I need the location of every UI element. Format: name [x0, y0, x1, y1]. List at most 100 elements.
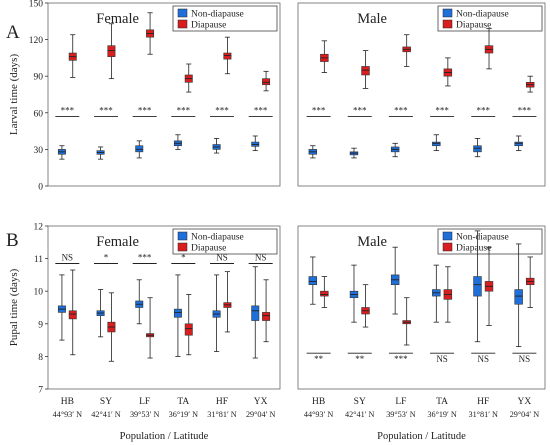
x-latitude-label: 42°41′ N	[345, 410, 374, 419]
legend-box	[172, 5, 278, 32]
legend-label: Non-diapause	[191, 10, 244, 20]
x-category-label: SY	[354, 397, 366, 407]
box-non-diapause	[173, 134, 182, 150]
y-tick-label: 8	[38, 353, 43, 363]
box-iqr	[473, 145, 482, 153]
subplot-title: Male	[357, 11, 387, 27]
box-non-diapause	[514, 135, 523, 152]
x-category-label: HF	[216, 397, 228, 407]
box-non-diapause	[212, 274, 221, 352]
y-tick-label: 7	[38, 386, 43, 396]
box-diapause	[184, 294, 193, 356]
significance-label: ***	[138, 105, 152, 115]
box-non-diapause	[96, 289, 105, 338]
significance-label: NS	[216, 252, 228, 262]
panel-1: 0 30 60 90 120 150 Larval time (days) A Female No…	[6, 0, 281, 193]
significance-label: ***	[61, 105, 75, 115]
box-diapause	[484, 246, 494, 326]
y-tick-label: 9	[38, 320, 43, 330]
box-iqr	[308, 276, 318, 285]
legend-label: Non-diapause	[456, 233, 509, 243]
box-iqr	[320, 290, 329, 297]
significance-label: ***	[138, 252, 152, 262]
box-iqr	[173, 308, 182, 318]
x-latitude-label: 36°19′ N	[427, 410, 456, 419]
box-non-diapause	[514, 243, 523, 348]
significance-label: ***	[312, 105, 326, 115]
subplot-title: Male	[357, 234, 387, 250]
significance-label: ***	[477, 105, 491, 115]
box-diapause	[525, 256, 535, 308]
box-diapause	[320, 276, 329, 308]
box-iqr	[262, 78, 271, 86]
subplot-title: Female	[96, 11, 139, 27]
legend-label: Diapause	[191, 21, 226, 31]
y-tick-label: 30	[34, 146, 44, 156]
box-non-diapause	[212, 138, 221, 154]
x-latitude-label: 36°19′ N	[169, 410, 198, 419]
box-non-diapause	[251, 135, 260, 152]
legend-swatch	[177, 242, 188, 252]
y-tick-label: 12	[34, 223, 44, 233]
box-diapause	[262, 279, 271, 343]
box-non-diapause	[57, 274, 66, 341]
x-latitude-label: 42°41′ N	[91, 410, 120, 419]
significance-label: ***	[394, 105, 408, 115]
x-category-label: HB	[312, 397, 325, 407]
box-iqr	[473, 276, 482, 297]
box-diapause	[402, 34, 411, 67]
x-category-label: LF	[139, 397, 150, 407]
box-non-diapause	[135, 279, 144, 325]
box-diapause	[320, 40, 329, 73]
legend-box	[437, 228, 543, 255]
box-diapause	[107, 23, 116, 80]
legend-swatch	[442, 231, 453, 241]
significance-label: ***	[518, 105, 532, 115]
box-non-diapause	[308, 256, 318, 305]
x-category-label: TA	[177, 397, 189, 407]
box-diapause	[361, 284, 370, 328]
box-diapause	[402, 297, 411, 346]
x-category-label: YX	[518, 397, 532, 407]
box-diapause	[184, 63, 193, 93]
x-latitude-label: 29°04′ N	[510, 410, 539, 419]
box-diapause	[146, 12, 155, 55]
x-category-label: TA	[436, 397, 448, 407]
box-non-diapause	[251, 266, 260, 359]
box-non-diapause	[473, 138, 482, 158]
box-non-diapause	[473, 230, 482, 343]
y-tick-label: 0	[38, 183, 43, 193]
x-axis-label: Population / Latitude	[120, 431, 209, 442]
box-iqr	[361, 66, 370, 76]
box-iqr	[251, 305, 260, 321]
box-non-diapause	[432, 134, 441, 152]
significance-label: ***	[99, 105, 113, 115]
x-latitude-label: 39°53′ N	[130, 410, 159, 419]
significance-label: ***	[353, 105, 367, 115]
box-iqr	[432, 141, 441, 147]
box-diapause	[443, 57, 453, 87]
box-diapause	[68, 269, 77, 356]
legend-swatch	[177, 19, 188, 29]
box-iqr	[514, 289, 523, 305]
significance-label: NS	[436, 354, 448, 364]
legend-box	[172, 228, 278, 255]
box-non-diapause	[173, 274, 182, 357]
legend-swatch	[442, 8, 453, 18]
plot-frame	[47, 225, 281, 390]
legend-swatch	[442, 19, 453, 29]
significance-label: NS	[255, 252, 267, 262]
legend-swatch	[177, 231, 188, 241]
box-diapause	[107, 292, 116, 362]
box-iqr	[262, 312, 271, 321]
x-latitude-label: 39°53′ N	[386, 410, 415, 419]
box-non-diapause	[57, 145, 66, 160]
significance-label: ***	[215, 105, 229, 115]
plot-frame	[297, 225, 546, 390]
x-latitude-label: 31°81′ N	[207, 410, 236, 419]
x-latitude-label: 29°04′ N	[246, 410, 275, 419]
box-diapause	[223, 36, 232, 75]
y-tick-label: 11	[34, 255, 43, 265]
